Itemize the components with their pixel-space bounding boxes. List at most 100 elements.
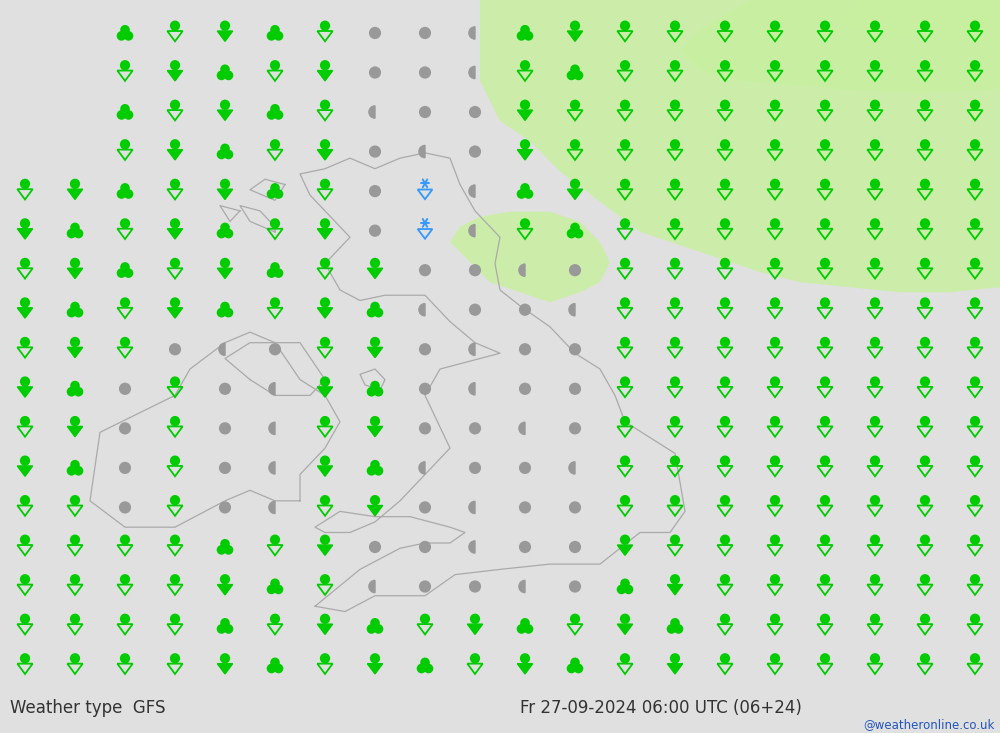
Circle shape <box>370 258 380 268</box>
Circle shape <box>570 614 580 624</box>
Circle shape <box>70 258 80 268</box>
Polygon shape <box>167 308 183 318</box>
Circle shape <box>369 185 381 197</box>
Polygon shape <box>167 150 183 160</box>
Circle shape <box>670 618 680 627</box>
Wedge shape <box>469 185 475 197</box>
Circle shape <box>320 337 330 347</box>
Circle shape <box>170 139 180 150</box>
Circle shape <box>419 541 431 553</box>
Circle shape <box>170 60 180 70</box>
Circle shape <box>224 229 233 238</box>
Circle shape <box>320 218 330 229</box>
Circle shape <box>620 60 630 70</box>
Circle shape <box>820 179 830 189</box>
Circle shape <box>419 343 431 356</box>
Circle shape <box>670 653 680 663</box>
Circle shape <box>517 189 526 199</box>
Circle shape <box>269 343 281 356</box>
Circle shape <box>620 416 630 427</box>
Circle shape <box>970 21 980 31</box>
Wedge shape <box>369 106 375 118</box>
Circle shape <box>270 534 280 545</box>
Circle shape <box>820 416 830 427</box>
Circle shape <box>569 383 581 395</box>
Circle shape <box>670 376 680 387</box>
Circle shape <box>220 144 230 153</box>
Circle shape <box>570 223 580 232</box>
Circle shape <box>517 624 526 634</box>
Circle shape <box>870 298 880 308</box>
Circle shape <box>520 183 530 193</box>
Circle shape <box>419 106 431 118</box>
Wedge shape <box>469 224 475 237</box>
Polygon shape <box>667 663 683 674</box>
Circle shape <box>519 343 531 356</box>
Circle shape <box>770 376 780 387</box>
Circle shape <box>574 70 583 80</box>
Circle shape <box>274 585 283 594</box>
Circle shape <box>74 466 83 476</box>
Circle shape <box>220 653 230 663</box>
Circle shape <box>270 60 280 70</box>
Circle shape <box>770 21 780 31</box>
Circle shape <box>970 574 980 584</box>
Circle shape <box>620 578 630 588</box>
Circle shape <box>67 387 76 397</box>
Circle shape <box>820 337 830 347</box>
Circle shape <box>120 262 130 272</box>
Circle shape <box>120 337 130 347</box>
Polygon shape <box>317 70 333 81</box>
Circle shape <box>820 139 830 150</box>
Circle shape <box>770 534 780 545</box>
Circle shape <box>670 574 680 584</box>
Circle shape <box>519 501 531 514</box>
Polygon shape <box>17 308 33 318</box>
Circle shape <box>374 624 383 634</box>
Circle shape <box>470 653 480 663</box>
Circle shape <box>120 298 130 308</box>
Circle shape <box>820 376 830 387</box>
Circle shape <box>770 258 780 268</box>
Circle shape <box>70 416 80 427</box>
Circle shape <box>469 145 481 158</box>
Circle shape <box>117 189 126 199</box>
Circle shape <box>620 337 630 347</box>
Wedge shape <box>419 462 425 474</box>
Circle shape <box>770 416 780 427</box>
Circle shape <box>320 179 330 189</box>
Circle shape <box>217 545 226 555</box>
Circle shape <box>820 258 830 268</box>
Circle shape <box>667 624 676 634</box>
Circle shape <box>120 574 130 584</box>
Circle shape <box>870 218 880 229</box>
Circle shape <box>620 495 630 505</box>
Circle shape <box>524 31 533 41</box>
Circle shape <box>117 268 126 278</box>
Circle shape <box>170 455 180 465</box>
Polygon shape <box>67 189 83 199</box>
Circle shape <box>120 183 130 193</box>
Circle shape <box>670 298 680 308</box>
Polygon shape <box>517 663 533 674</box>
Circle shape <box>120 653 130 663</box>
Circle shape <box>920 337 930 347</box>
Circle shape <box>870 534 880 545</box>
Circle shape <box>670 455 680 465</box>
Circle shape <box>74 229 83 238</box>
Circle shape <box>369 145 381 158</box>
Circle shape <box>670 139 680 150</box>
Circle shape <box>520 218 530 229</box>
Circle shape <box>419 383 431 395</box>
Circle shape <box>569 501 581 514</box>
Circle shape <box>567 70 576 80</box>
Circle shape <box>770 337 780 347</box>
Circle shape <box>870 179 880 189</box>
Polygon shape <box>617 624 633 635</box>
Circle shape <box>124 110 133 119</box>
Wedge shape <box>569 462 575 474</box>
Polygon shape <box>667 585 683 595</box>
Circle shape <box>320 574 330 584</box>
Circle shape <box>970 614 980 624</box>
Circle shape <box>20 495 30 505</box>
